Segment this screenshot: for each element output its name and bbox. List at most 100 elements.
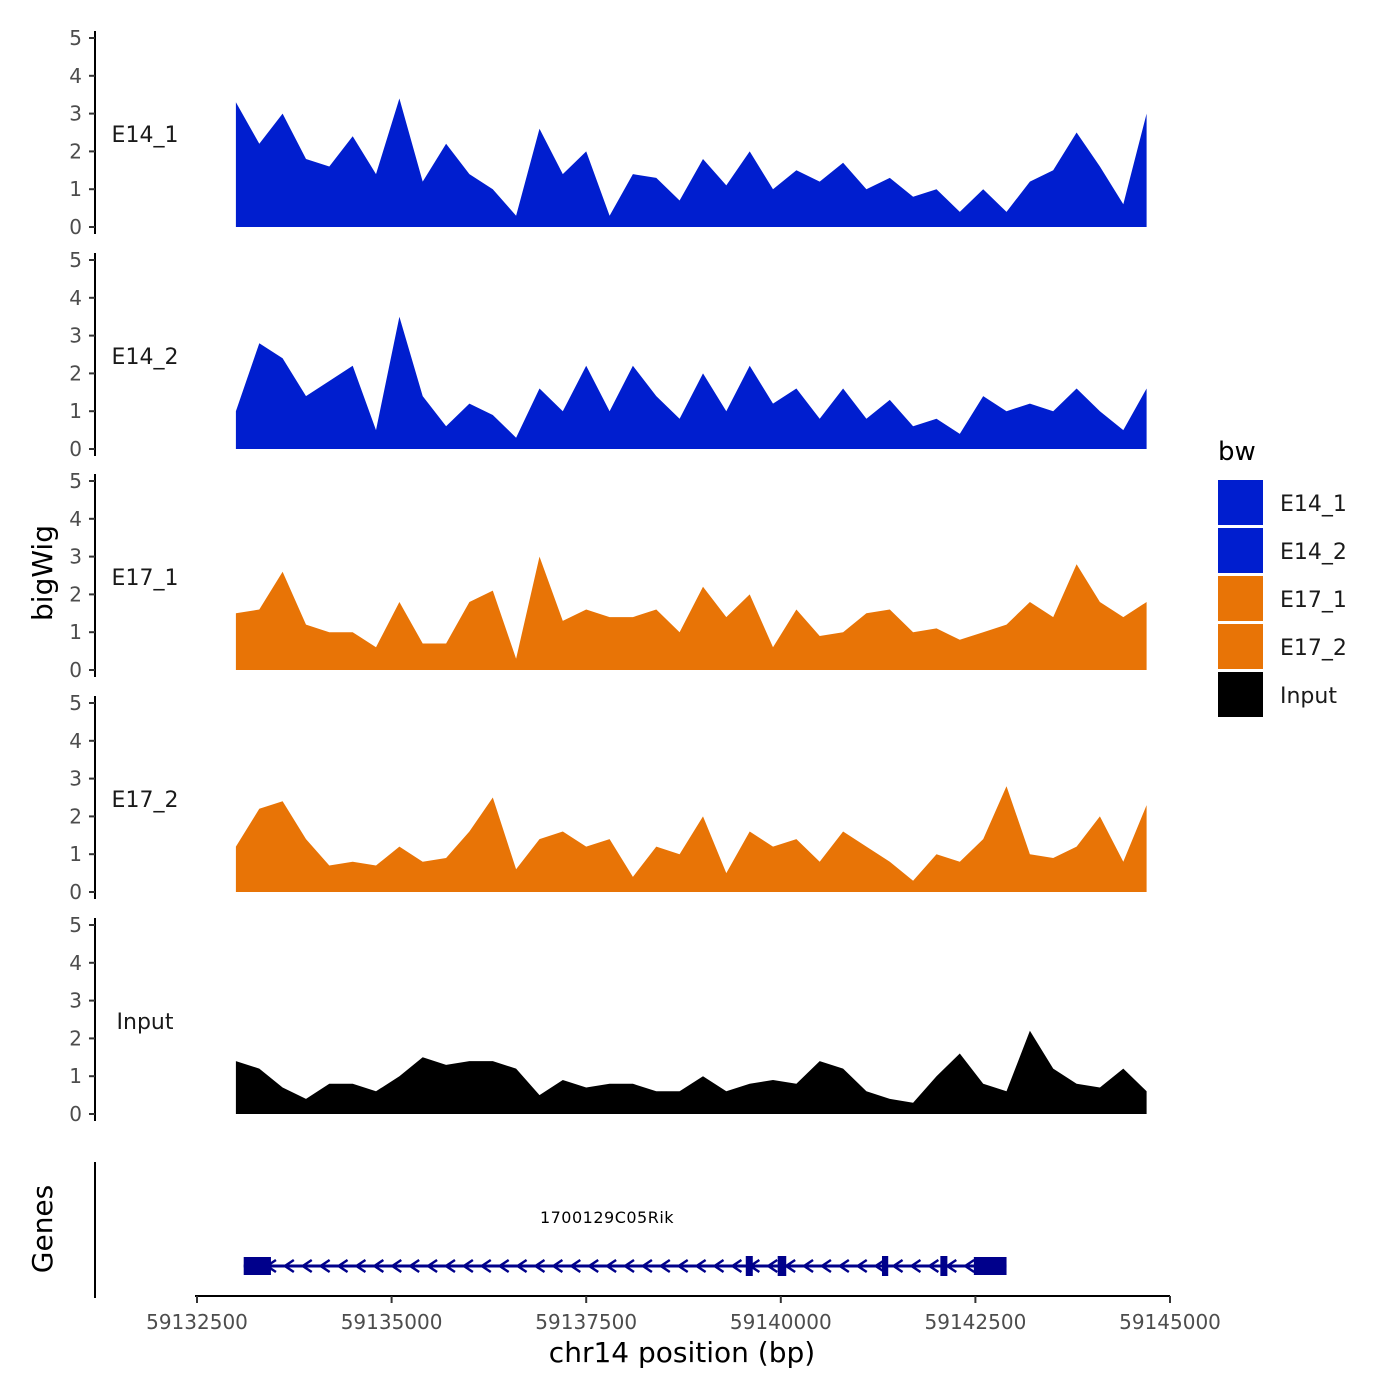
legend-swatch-E17_1 <box>1218 576 1263 621</box>
strand-arrow-icon <box>318 1258 331 1274</box>
y-tick-label: 1 <box>69 399 82 423</box>
legend-swatch-Input <box>1218 672 1263 717</box>
strand-arrow-icon <box>533 1258 546 1274</box>
legend-title: bw <box>1218 437 1256 467</box>
strand-arrow-icon <box>622 1258 635 1274</box>
y-tick-label: 2 <box>69 582 82 606</box>
y-tick-label: 5 <box>69 248 82 272</box>
strand-arrow-icon <box>372 1258 385 1274</box>
y-tick-label: 4 <box>69 64 82 88</box>
y-tick-label: 4 <box>69 286 82 310</box>
strand-arrow-icon <box>569 1258 581 1274</box>
strand-arrow-icon <box>855 1258 868 1274</box>
x-tick-label: 59145000 <box>1119 1310 1221 1334</box>
signal-area-E14_1 <box>235 98 1147 227</box>
y-tick-label: 3 <box>69 767 82 791</box>
gene-exon <box>881 1256 889 1276</box>
legend-label-E14_2: E14_2 <box>1280 540 1347 565</box>
y-tick-label: 1 <box>69 620 82 644</box>
y-tick-label: 3 <box>69 545 82 569</box>
strand-arrow-icon <box>891 1258 904 1274</box>
gene-exon <box>777 1256 787 1276</box>
strand-arrow-icon <box>640 1258 653 1274</box>
track-E17_2: 0 1 2 3 4 5 E17_2 <box>69 691 1147 904</box>
y-tick-label: 0 <box>69 658 82 682</box>
strand-arrow-icon <box>801 1258 814 1274</box>
x-tick-label: 59135000 <box>341 1310 443 1334</box>
x-tick-label: 59132500 <box>146 1310 248 1334</box>
legend: bw E14_1 E14_2 E17_1 E17_2 Input <box>1218 437 1347 717</box>
strand-arrow-icon <box>909 1258 922 1274</box>
strand-arrow-icon <box>676 1258 689 1274</box>
y-tick-label: 2 <box>69 804 82 828</box>
track-label-E17_2: E17_2 <box>112 788 179 813</box>
strand-arrow-icon <box>712 1258 725 1274</box>
strand-arrow-icon <box>461 1258 474 1274</box>
y-tick-label: 5 <box>69 26 82 50</box>
strand-arrow-icon <box>927 1258 940 1274</box>
strand-arrow-icon <box>407 1258 420 1274</box>
gene-exon <box>745 1256 753 1276</box>
y-tick-label: 0 <box>69 880 82 904</box>
gene-exon <box>243 1257 271 1275</box>
strand-arrow-icon <box>658 1258 671 1274</box>
track-E14_2: 0 1 2 3 4 5 E14_2 <box>69 248 1147 461</box>
y-tick-label: 2 <box>69 139 82 163</box>
track-label-Input: Input <box>117 1010 174 1035</box>
y-tick-label: 4 <box>69 951 82 975</box>
tracks-layer: 0 1 2 3 4 5 E14_1 0 1 2 3 4 5 E14_2 0 1 2 3 4 5 E17_1 0 1 2 3 4 5 E… <box>69 26 1147 1126</box>
genes-panel-title: Genes <box>26 1185 59 1273</box>
x-tick-label: 59140000 <box>730 1310 832 1334</box>
strand-arrow-icon <box>551 1258 564 1274</box>
strand-arrow-icon <box>873 1258 886 1274</box>
y-tick-label: 2 <box>69 1026 82 1050</box>
legend-label-E14_1: E14_1 <box>1280 492 1347 517</box>
strand-arrow-icon <box>765 1258 778 1274</box>
strand-arrow-icon <box>336 1258 349 1274</box>
legend-label-Input: Input <box>1280 684 1337 709</box>
legend-swatch-E14_2 <box>1218 528 1263 573</box>
track-E17_1: 0 1 2 3 4 5 E17_1 <box>69 469 1147 682</box>
signal-area-E14_2 <box>235 316 1147 449</box>
y-tick-label: 0 <box>69 215 82 239</box>
y-tick-label: 5 <box>69 913 82 937</box>
genes-panel: Genes 1700129C05Rik <box>26 1162 1007 1298</box>
x-tick-label: 59142500 <box>925 1310 1027 1334</box>
strand-arrow-icon <box>282 1258 295 1274</box>
track-label-E14_1: E14_1 <box>112 123 179 148</box>
signal-area-E17_2 <box>235 786 1147 892</box>
strand-arrow-icon <box>730 1258 743 1274</box>
y-tick-label: 3 <box>69 102 82 126</box>
strand-arrow-icon <box>819 1258 832 1274</box>
legend-swatch-E14_1 <box>1218 480 1263 525</box>
strand-arrow-icon <box>586 1258 599 1274</box>
gene-exon <box>940 1256 948 1276</box>
strand-arrow-icon <box>425 1258 438 1274</box>
y-tick-label: 1 <box>69 842 82 866</box>
y-axis-title: bigWig <box>26 525 59 621</box>
y-tick-label: 5 <box>69 691 82 715</box>
strand-arrow-icon <box>837 1258 850 1274</box>
strand-arrow-icon <box>354 1258 367 1274</box>
signal-area-E17_1 <box>235 556 1147 670</box>
y-tick-label: 5 <box>69 469 82 493</box>
y-tick-label: 3 <box>69 324 82 348</box>
track-E14_1: 0 1 2 3 4 5 E14_1 <box>69 26 1147 239</box>
legend-label-E17_1: E17_1 <box>1280 588 1347 613</box>
x-axis-title: chr14 position (bp) <box>549 1336 815 1369</box>
strand-arrow-icon <box>497 1258 510 1274</box>
strand-arrow-icon <box>962 1258 975 1274</box>
strand-arrow-icon <box>390 1258 402 1274</box>
signal-area-Input <box>235 1030 1147 1114</box>
strand-arrow-icon <box>443 1258 456 1274</box>
strand-arrow-icon <box>515 1258 528 1274</box>
track-label-E17_1: E17_1 <box>112 566 179 591</box>
strand-arrow-icon <box>300 1258 313 1274</box>
gene-name-label: 1700129C05Rik <box>540 1208 674 1227</box>
y-tick-label: 4 <box>69 507 82 531</box>
y-tick-label: 0 <box>69 437 82 461</box>
y-tick-label: 4 <box>69 729 82 753</box>
track-label-E14_2: E14_2 <box>112 345 179 370</box>
y-tick-label: 1 <box>69 1064 82 1088</box>
